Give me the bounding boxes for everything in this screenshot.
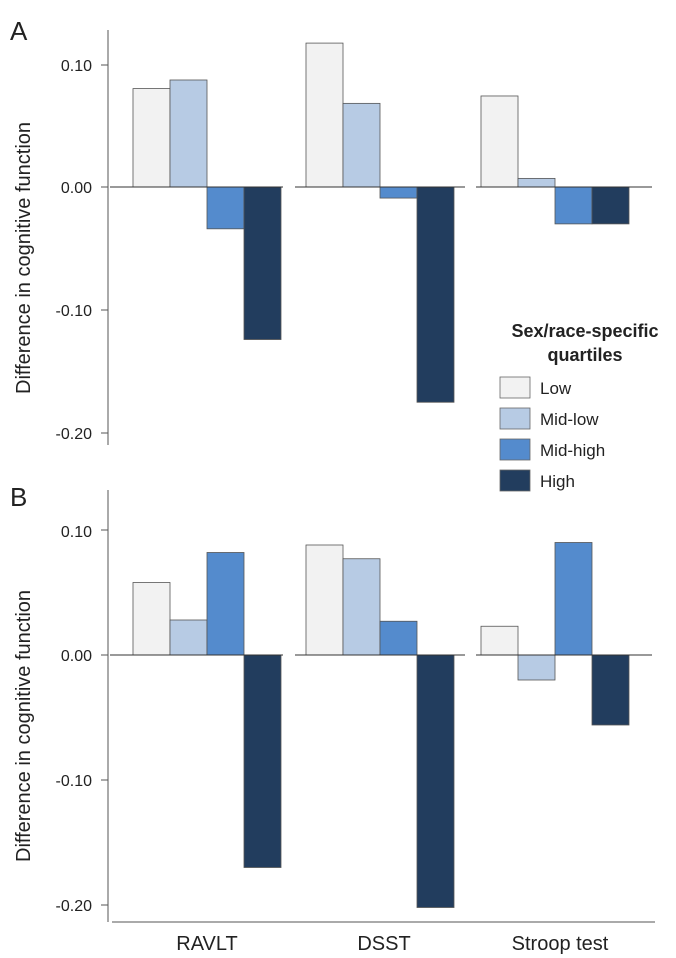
bar-b-dsst-mid-high [379, 620, 418, 656]
legend-label-mid-high: Mid-high [540, 441, 605, 460]
bar-b-dsst-mid-low [342, 558, 381, 656]
bar-a-stroop-test-high [591, 186, 630, 225]
panel-b-ytick-label: -0.20 [56, 898, 93, 915]
panel-a-ytick-label: -0.10 [56, 303, 93, 320]
panel-a-ytick-label: 0.00 [61, 180, 92, 197]
bar-b-ravlt-mid-high [206, 552, 245, 656]
tick-marks [101, 64, 108, 906]
bar-b-dsst-low [305, 544, 344, 656]
panel-b-bars [132, 542, 630, 908]
legend-swatch-mid-high [499, 438, 531, 461]
legend-label-low: Low [540, 379, 572, 398]
zero-lines [110, 186, 652, 656]
bar-a-ravlt-mid-high [206, 186, 245, 230]
legend-title-line2: quartiles [547, 345, 622, 365]
x-category-label: DSST [357, 933, 410, 955]
legend-swatch-mid-low [499, 407, 531, 430]
panel-b-ytick-label: -0.10 [56, 773, 93, 790]
bar-a-dsst-low [305, 42, 344, 188]
panel-b-label: B [10, 482, 27, 512]
legend-label-high: High [540, 472, 575, 491]
panel-b-ytick-label: 0.10 [61, 524, 92, 541]
bar-b-ravlt-high [243, 654, 282, 868]
bar-b-stroop-test-mid-high [554, 542, 593, 656]
panel-b-y-axis-label: Difference in cognitive function [13, 590, 35, 862]
bar-a-ravlt-high [243, 186, 282, 340]
bar-b-ravlt-low [132, 582, 171, 656]
x-category-label: RAVLT [176, 933, 238, 955]
legend-label-mid-low: Mid-low [540, 410, 599, 429]
legend-swatch-high [499, 469, 531, 492]
legend-title: Sex/race-specific [511, 321, 658, 341]
bar-b-ravlt-mid-low [169, 619, 208, 656]
bar-a-dsst-mid-high [379, 186, 418, 199]
bar-b-dsst-high [416, 654, 455, 908]
bar-a-stroop-test-mid-high [554, 186, 593, 225]
x-category-label: Stroop test [512, 933, 609, 955]
bar-a-stroop-test-low [480, 95, 519, 188]
bar-b-stroop-test-high [591, 654, 630, 726]
bar-a-stroop-test-mid-low [517, 177, 556, 188]
bar-b-stroop-test-mid-low [517, 654, 556, 681]
bar-b-stroop-test-low [480, 625, 519, 656]
panel-a-label: A [10, 16, 28, 46]
bar-a-dsst-mid-low [342, 102, 381, 188]
panel-a-ytick-label: -0.20 [56, 426, 93, 443]
panel-b-ytick-label: 0.00 [61, 648, 92, 665]
panel-a-ytick-label: 0.10 [61, 58, 92, 75]
bar-a-ravlt-mid-low [169, 79, 208, 188]
panel-a-y-axis-label: Difference in cognitive function [13, 122, 35, 394]
bar-a-ravlt-low [132, 88, 171, 188]
bar-a-dsst-high [416, 186, 455, 403]
legend-swatch-low [499, 376, 531, 399]
legend: Sex/race-specific quartiles Low Mid-low … [499, 321, 659, 492]
panel-a-bars [132, 42, 630, 403]
